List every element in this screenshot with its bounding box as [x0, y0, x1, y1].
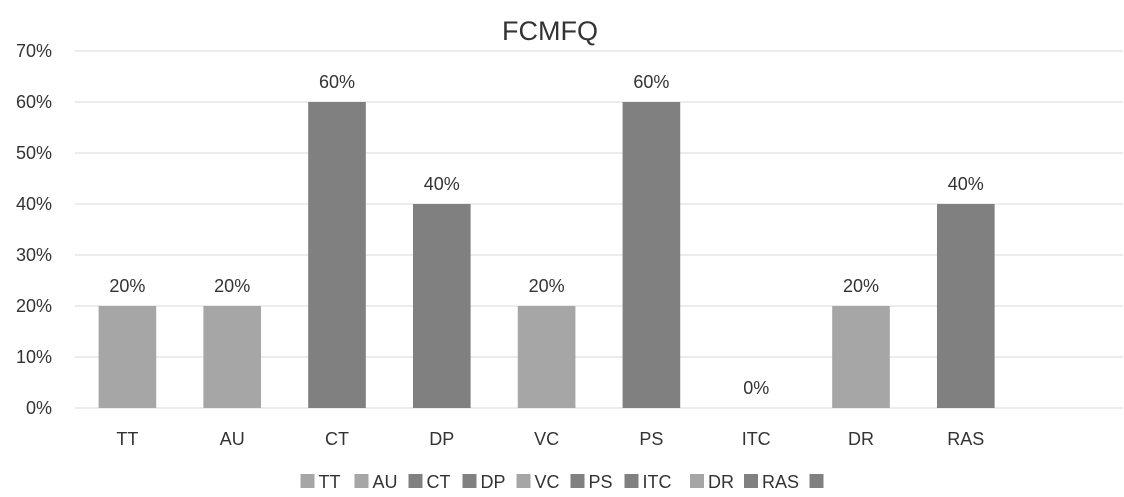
- bar: [203, 306, 262, 408]
- y-tick-label: 20%: [16, 296, 52, 316]
- data-label: 40%: [948, 174, 984, 194]
- x-tick-label: RAS: [947, 429, 984, 449]
- x-tick-label: ITC: [742, 429, 771, 449]
- chart-title: FCMFQ: [502, 16, 598, 46]
- legend-label: ITC: [643, 472, 672, 492]
- legend-label: AU: [373, 472, 398, 492]
- legend-item: PS: [570, 472, 613, 492]
- legend-swatch: [809, 474, 824, 488]
- data-label: 0%: [743, 378, 769, 398]
- bar: [308, 102, 366, 408]
- legend-swatch: [300, 474, 315, 488]
- y-tick-label: 60%: [16, 92, 52, 112]
- data-label: 20%: [843, 276, 879, 296]
- y-tick-label: 10%: [16, 347, 52, 367]
- legend-item: AU: [354, 472, 398, 492]
- x-tick-label: VC: [534, 429, 559, 449]
- bar: [517, 306, 576, 408]
- bar: [936, 204, 995, 408]
- legend-item: DP: [462, 472, 506, 492]
- legend-swatch: [690, 474, 704, 488]
- x-tick-label: DP: [429, 429, 454, 449]
- x-tick-label: CT: [325, 429, 349, 449]
- legend-item: VC: [516, 472, 560, 492]
- legend-item: RAS: [744, 472, 799, 492]
- bar: [622, 102, 681, 408]
- data-label: 20%: [214, 276, 250, 296]
- legend-item: CT: [408, 472, 451, 492]
- data-label: 60%: [319, 72, 355, 92]
- legend-label: DP: [481, 472, 506, 492]
- legend-label: DR: [708, 472, 734, 492]
- legend-swatch: [354, 474, 369, 488]
- x-axis: TT AU CT DP VC PS ITC DR RAS: [116, 429, 984, 449]
- y-tick-label: 0%: [26, 398, 52, 418]
- bar: [412, 204, 471, 408]
- legend-label: CT: [427, 472, 451, 492]
- x-tick-label: DR: [848, 429, 874, 449]
- legend: TT AU CT DP VC PS ITC DR RAS: [300, 472, 824, 492]
- legend-item: TT: [300, 472, 341, 492]
- data-label: 20%: [529, 276, 565, 296]
- legend-label: TT: [319, 472, 341, 492]
- y-axis: 0% 10% 20% 30% 40% 50% 60% 70%: [16, 41, 52, 418]
- legend-item: [809, 474, 824, 488]
- bar: [832, 306, 890, 408]
- y-tick-label: 70%: [16, 41, 52, 61]
- y-tick-label: 40%: [16, 194, 52, 214]
- legend-item: ITC: [624, 472, 672, 492]
- legend-swatch: [516, 474, 531, 488]
- x-tick-label: PS: [639, 429, 663, 449]
- data-labels: 20% 20% 60% 40% 20% 60% 0% 20% 40%: [109, 72, 983, 398]
- legend-swatch: [624, 474, 639, 488]
- bars: [98, 102, 995, 408]
- y-tick-label: 50%: [16, 143, 52, 163]
- data-label: 40%: [424, 174, 460, 194]
- legend-swatch: [462, 474, 477, 488]
- data-label: 60%: [633, 72, 669, 92]
- y-tick-label: 30%: [16, 245, 52, 265]
- legend-label: RAS: [762, 472, 799, 492]
- data-label: 20%: [109, 276, 145, 296]
- x-tick-label: AU: [220, 429, 245, 449]
- legend-label: VC: [535, 472, 560, 492]
- legend-swatch: [744, 474, 758, 488]
- x-tick-label: TT: [116, 429, 138, 449]
- bar: [98, 306, 157, 408]
- legend-swatch: [408, 474, 423, 488]
- legend-swatch: [570, 474, 585, 488]
- legend-item: DR: [690, 472, 734, 492]
- legend-label: PS: [589, 472, 613, 492]
